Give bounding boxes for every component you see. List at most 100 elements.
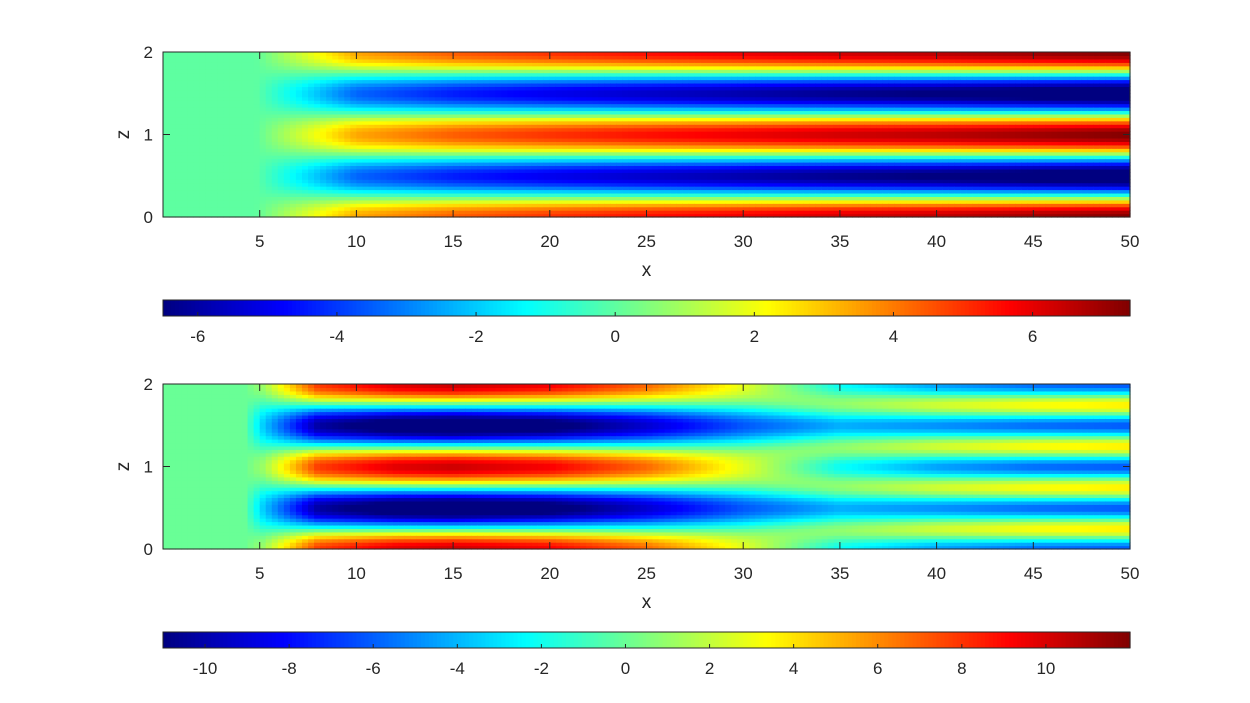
heatmap-cell bbox=[555, 213, 563, 218]
heatmap-cell bbox=[658, 107, 666, 112]
heatmap-cell bbox=[567, 206, 575, 211]
heatmap-cell bbox=[731, 134, 738, 139]
heatmap-cell bbox=[404, 192, 412, 197]
heatmap-cell bbox=[265, 175, 273, 180]
heatmap-cell bbox=[247, 168, 255, 173]
heatmap-cell bbox=[567, 155, 575, 160]
heatmap-cell bbox=[646, 52, 654, 57]
heatmap-cell bbox=[628, 93, 636, 98]
heatmap-cell bbox=[561, 165, 569, 170]
heatmap-cell bbox=[694, 151, 702, 156]
heatmap-cell bbox=[622, 172, 629, 177]
heatmap-cell bbox=[434, 58, 442, 63]
heatmap-cell bbox=[362, 162, 370, 167]
heatmap-cell bbox=[489, 155, 496, 160]
heatmap-cell bbox=[422, 131, 430, 136]
heatmap-cell bbox=[549, 107, 557, 112]
heatmap-cell bbox=[410, 182, 418, 187]
heatmap-cell bbox=[283, 120, 291, 125]
heatmap-cell bbox=[447, 162, 454, 167]
heatmap-cell bbox=[682, 79, 690, 84]
heatmap-cell bbox=[181, 141, 188, 146]
heatmap-cell bbox=[380, 168, 388, 173]
heatmap-cell bbox=[344, 182, 351, 187]
heatmap-cell bbox=[302, 165, 309, 170]
heatmap-cell bbox=[308, 203, 315, 208]
heatmap-cell bbox=[622, 110, 629, 115]
heatmap-cell bbox=[592, 79, 599, 84]
heatmap-cell bbox=[410, 144, 418, 149]
heatmap-cell bbox=[634, 124, 642, 129]
heatmap-cell bbox=[229, 189, 237, 194]
heatmap-cell bbox=[525, 107, 533, 112]
heatmap-cell bbox=[567, 168, 575, 173]
heatmap-cell bbox=[477, 79, 484, 84]
heatmap-cell bbox=[356, 182, 364, 187]
heatmap-cell bbox=[283, 199, 291, 204]
heatmap-cell bbox=[507, 113, 515, 118]
heatmap-cell bbox=[592, 72, 599, 77]
heatmap-cell bbox=[465, 93, 472, 98]
heatmap-cell bbox=[211, 62, 218, 67]
heatmap-cell bbox=[507, 86, 515, 91]
heatmap-cell bbox=[308, 206, 315, 211]
heatmap-cell bbox=[537, 113, 545, 118]
heatmap-cell bbox=[513, 141, 521, 146]
heatmap-cell bbox=[592, 189, 599, 194]
heatmap-cell bbox=[380, 89, 388, 94]
heatmap-cell bbox=[549, 151, 557, 156]
heatmap-cell bbox=[573, 120, 581, 125]
heatmap-cell bbox=[743, 168, 750, 173]
heatmap-cell bbox=[513, 120, 521, 125]
heatmap-cell bbox=[573, 110, 581, 115]
heatmap-cell bbox=[773, 89, 781, 94]
heatmap-cell bbox=[495, 158, 503, 163]
heatmap-cell bbox=[441, 137, 448, 142]
heatmap-cell bbox=[743, 107, 750, 112]
heatmap-cell bbox=[549, 141, 557, 146]
heatmap-cell bbox=[712, 76, 720, 81]
heatmap-cell bbox=[332, 131, 339, 136]
heatmap-cell bbox=[289, 203, 297, 208]
heatmap-cell bbox=[785, 107, 793, 112]
heatmap-cell bbox=[362, 82, 370, 87]
heatmap-cell bbox=[392, 103, 400, 108]
heatmap-cell bbox=[646, 55, 654, 60]
heatmap-cell bbox=[422, 137, 430, 142]
heatmap-cell bbox=[211, 210, 218, 215]
heatmap-cell bbox=[271, 79, 279, 84]
heatmap-cell bbox=[265, 162, 273, 167]
heatmap-cell bbox=[235, 199, 243, 204]
heatmap-cell bbox=[259, 148, 267, 153]
heatmap-cell bbox=[682, 172, 690, 177]
heatmap-cell bbox=[289, 124, 297, 129]
heatmap-cell bbox=[616, 151, 623, 156]
heatmap-cell bbox=[199, 76, 206, 81]
heatmap-cell bbox=[755, 117, 762, 122]
heatmap-cell bbox=[706, 148, 714, 153]
heatmap-cell bbox=[761, 210, 768, 215]
heatmap-cell bbox=[289, 172, 297, 177]
heatmap-cell bbox=[616, 93, 623, 98]
heatmap-cell bbox=[561, 89, 569, 94]
heatmap-cell bbox=[694, 96, 702, 101]
heatmap-cell bbox=[749, 93, 756, 98]
heatmap-cell bbox=[755, 127, 762, 132]
heatmap-cell bbox=[719, 196, 726, 201]
heatmap-cell bbox=[779, 151, 787, 156]
heatmap-cell bbox=[501, 52, 509, 57]
heatmap-cell bbox=[561, 52, 569, 57]
heatmap-cell bbox=[622, 79, 629, 84]
heatmap-cell bbox=[495, 103, 503, 108]
heatmap-cell bbox=[283, 158, 291, 163]
heatmap-cell bbox=[634, 65, 642, 70]
heatmap-cell bbox=[398, 100, 406, 105]
heatmap-cell bbox=[422, 192, 430, 197]
heatmap-cell bbox=[271, 103, 279, 108]
heatmap-cell bbox=[573, 79, 581, 84]
heatmap-cell bbox=[688, 168, 696, 173]
heatmap-cell bbox=[634, 155, 642, 160]
heatmap-cell bbox=[169, 189, 176, 194]
heatmap-cell bbox=[416, 96, 424, 101]
heatmap-cell bbox=[374, 100, 382, 105]
